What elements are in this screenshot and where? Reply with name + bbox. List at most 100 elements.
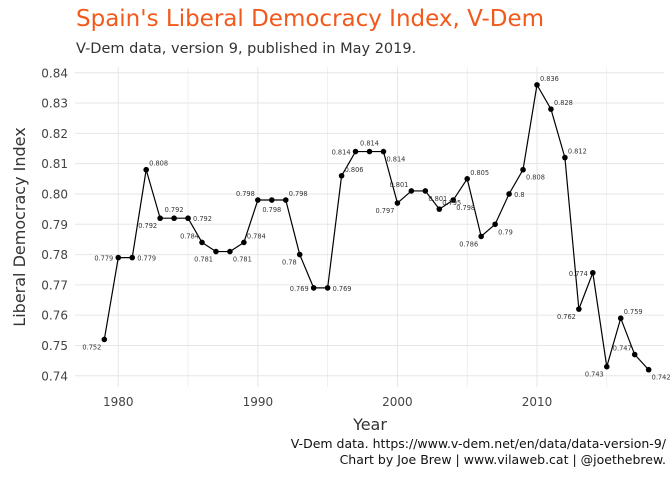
data-label: 0.836	[540, 75, 559, 83]
y-axis-title: Liberal Democracy Index	[10, 127, 29, 326]
data-point	[324, 285, 331, 291]
data-point	[241, 239, 247, 246]
data-label: 0.812	[568, 148, 587, 156]
minor-gridlines	[187, 67, 608, 387]
data-point	[338, 172, 345, 179]
data-point	[492, 221, 498, 228]
data-point	[101, 336, 108, 343]
x-axis-title: Year	[352, 415, 387, 434]
data-label: 0.769	[333, 285, 352, 293]
y-tick-label: 0.77	[41, 278, 68, 292]
data-point	[436, 206, 443, 212]
y-tick-label: 0.75	[41, 339, 68, 353]
data-point	[408, 188, 415, 194]
x-axis-ticks: 1980 1990 2000 2010	[103, 395, 552, 409]
data-label: 0.792	[138, 222, 157, 230]
y-tick-label: 0.74	[41, 369, 68, 383]
x-tick-label: 1980	[103, 395, 134, 409]
data-point	[422, 188, 429, 194]
data-label: 0.801	[428, 195, 447, 203]
y-tick-label: 0.80	[41, 187, 68, 201]
data-point	[450, 197, 457, 203]
y-tick-label: 0.82	[41, 127, 68, 141]
data-point	[562, 154, 568, 161]
data-point	[603, 363, 610, 370]
data-label: 0.743	[585, 371, 604, 379]
data-label: 0.808	[149, 160, 168, 168]
y-tick-label: 0.81	[41, 157, 68, 171]
data-point	[366, 148, 373, 155]
data-point	[394, 200, 401, 206]
data-point	[213, 248, 219, 255]
x-tick-label: 2010	[522, 395, 553, 409]
author-caption: Chart by Joe Brew | www.vilaweb.cat | @j…	[339, 452, 666, 467]
major-gridlines	[75, 67, 664, 387]
data-point	[157, 215, 163, 222]
data-point	[129, 254, 136, 261]
data-point	[478, 233, 484, 240]
chart-title: Spain's Liberal Democracy Index, V-Dem	[76, 6, 545, 32]
data-label: 0.752	[82, 343, 101, 351]
data-label: 0.801	[389, 181, 408, 189]
data-label: 0.762	[557, 313, 576, 321]
data-point	[185, 215, 191, 222]
data-label: 0.786	[459, 240, 478, 248]
data-label: 0.774	[569, 270, 588, 278]
data-point	[227, 248, 233, 255]
series-line	[103, 83, 650, 371]
data-label: 0.808	[526, 174, 545, 182]
data-label: 0.784	[247, 232, 266, 240]
data-label: 0.742	[652, 374, 671, 382]
data-label: 0.798	[236, 190, 255, 198]
data-label: 0.8	[514, 191, 525, 199]
data-label: 0.781	[194, 256, 213, 264]
data-label: 0.784	[180, 232, 199, 240]
y-tick-label: 0.78	[41, 248, 68, 262]
y-axis-ticks: 0.74 0.75 0.76 0.77 0.78 0.79 0.80 0.81 0.82 0.83…	[41, 66, 68, 383]
data-label: 0.781	[233, 256, 252, 264]
data-label: 0.797	[376, 207, 395, 215]
data-point	[310, 285, 317, 291]
data-point	[171, 215, 177, 222]
source-caption: V-Dem data. https://www.v-dem.net/en/dat…	[290, 436, 666, 451]
data-label: 0.798	[289, 190, 308, 198]
data-label: 0.78	[282, 259, 297, 267]
chart-subtitle: V-Dem data, version 9, published in May …	[76, 41, 417, 57]
data-label: 0.798	[262, 206, 281, 214]
data-label: 0.759	[624, 308, 643, 316]
data-label: 0.747	[613, 345, 632, 353]
data-point	[380, 148, 387, 155]
x-tick-label: 2000	[382, 395, 413, 409]
data-point	[631, 351, 638, 358]
data-point	[645, 366, 652, 373]
data-points	[101, 82, 652, 373]
data-label: 0.795	[442, 199, 461, 207]
data-labels: 0.752 0.779 0.779 0.808 0.792 0.792 0.792 0.784…	[82, 75, 670, 382]
data-label: 0.798	[456, 204, 475, 212]
y-tick-label: 0.84	[41, 66, 68, 80]
y-tick-label: 0.76	[41, 309, 68, 323]
data-label: 0.806	[345, 166, 364, 174]
data-point	[617, 315, 624, 322]
data-point	[282, 197, 289, 203]
data-point	[548, 106, 554, 112]
data-label: 0.779	[94, 255, 113, 263]
data-point	[296, 251, 303, 258]
y-tick-label: 0.79	[41, 218, 68, 232]
data-point	[143, 166, 149, 173]
data-label: 0.814	[386, 156, 405, 164]
data-point	[506, 191, 512, 197]
data-label: 0.814	[360, 140, 379, 148]
data-point	[255, 197, 261, 203]
data-label: 0.828	[554, 99, 573, 107]
data-label: 0.79	[498, 228, 513, 236]
data-point	[115, 254, 122, 261]
data-label: 0.792	[165, 206, 184, 214]
data-label: 0.792	[193, 215, 212, 223]
data-point	[576, 306, 582, 312]
data-label: 0.779	[137, 255, 156, 263]
data-point	[464, 176, 471, 182]
data-label: 0.805	[470, 169, 489, 177]
data-point	[520, 166, 526, 173]
